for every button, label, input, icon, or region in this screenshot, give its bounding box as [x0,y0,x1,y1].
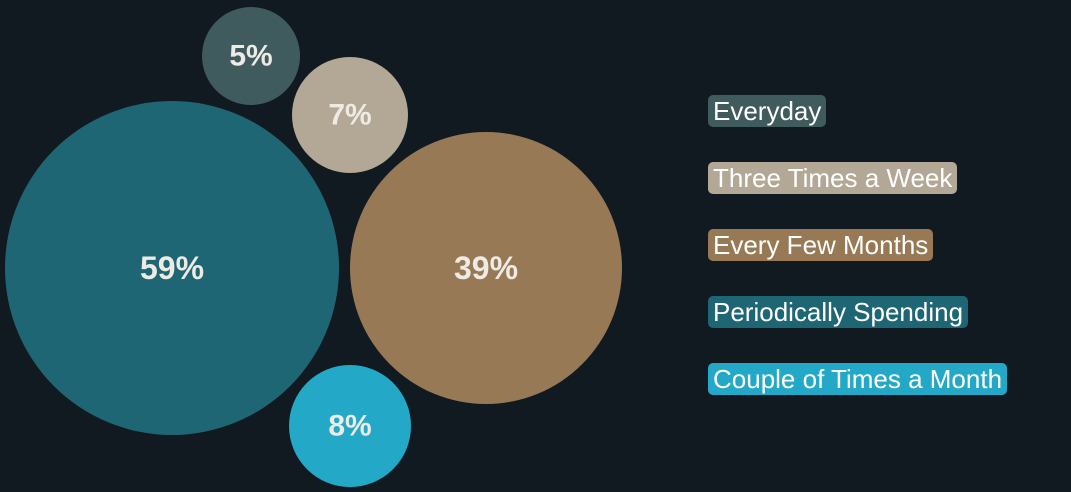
legend-item-three-times-a-week[interactable]: Three Times a Week [708,162,958,194]
bubble-value-label: 59% [140,250,204,286]
bubble-value-label: 5% [229,40,272,73]
bubble-value-label: 7% [328,99,371,132]
bubble-periodically-spending[interactable] [5,101,339,435]
legend-item-everyday[interactable]: Everyday [708,95,827,127]
bubble-value-label: 39% [454,250,518,286]
legend: Everyday Three Times a Week Every Few Mont… [708,95,1008,430]
bubble-value-label: 8% [328,410,371,443]
legend-item-periodically-spending[interactable]: Periodically Spending [708,296,969,328]
bubble-chart: 5% 7% 39% 59% 8% [5,7,622,487]
bubble-every-few-months[interactable] [350,132,622,404]
bubble-everyday[interactable] [202,7,300,105]
legend-item-couple-of-times-a-month[interactable]: Couple of Times a Month [708,363,1008,395]
bubble-three-times-a-week[interactable] [292,57,408,173]
bubble-couple-of-times-a-month[interactable] [289,365,411,487]
legend-item-every-few-months[interactable]: Every Few Months [708,229,934,261]
